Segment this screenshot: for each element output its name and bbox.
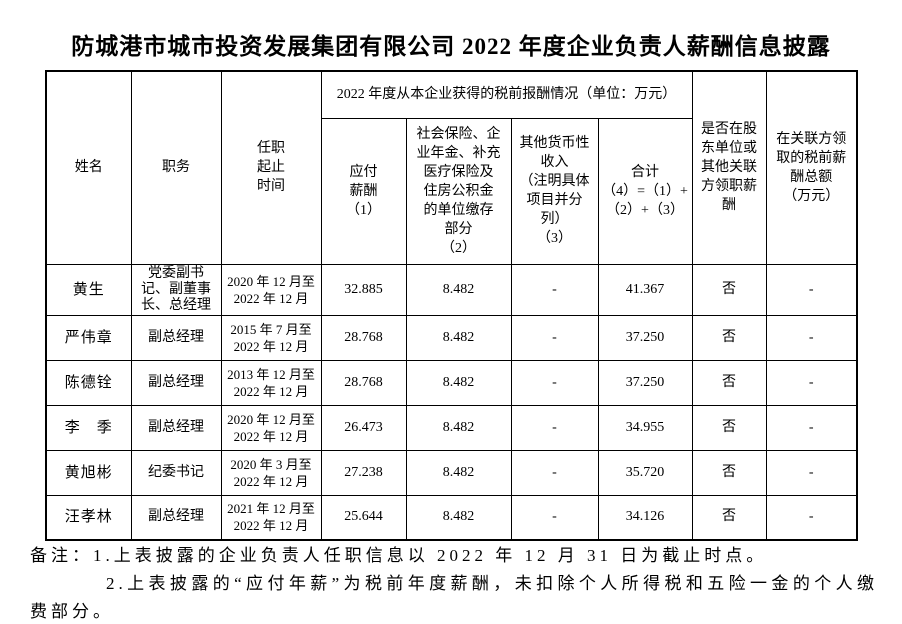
cell-name: 陈德铨 bbox=[45, 359, 132, 406]
cell-other-income: - bbox=[510, 494, 599, 541]
cell-payable: 26.473 bbox=[320, 404, 407, 451]
header-row-sub: 应付 薪酬 （1） 社会保险、企 业年金、补充 医疗保险及 住房公积金 的单位缴… bbox=[46, 117, 857, 265]
cell-term: 2015 年 7 月至 2022 年 12 月 bbox=[220, 314, 322, 361]
col-header-related-party-pay: 在关联方领 取的税前薪 酬总额 （万元） bbox=[765, 70, 858, 265]
cell-external-pay-flag: 否 bbox=[691, 314, 767, 361]
cell-other-income: - bbox=[510, 449, 599, 496]
cell-total: 37.250 bbox=[597, 359, 693, 406]
col-header-total: 合计 （4）=（1）+ （2）+（3） bbox=[597, 117, 693, 265]
cell-total: 35.720 bbox=[597, 449, 693, 496]
cell-insurance: 8.482 bbox=[405, 449, 512, 496]
cell-external-pay-flag: 否 bbox=[691, 449, 767, 496]
col-header-insurance: 社会保险、企 业年金、补充 医疗保险及 住房公积金 的单位缴存 部分 （2） bbox=[405, 117, 512, 265]
cell-external-pay-flag: 否 bbox=[691, 494, 767, 541]
col-header-term: 任职 起止 时间 bbox=[220, 70, 322, 265]
cell-term: 2020 年 12 月至 2022 年 12 月 bbox=[220, 404, 322, 451]
col-header-name: 姓名 bbox=[45, 70, 132, 265]
cell-term: 2013 年 12 月至 2022 年 12 月 bbox=[220, 359, 322, 406]
cell-external-pay-flag: 否 bbox=[691, 359, 767, 406]
cell-related-party-pay: - bbox=[765, 263, 858, 316]
cell-position: 纪委书记 bbox=[130, 449, 222, 496]
col-header-payable: 应付 薪酬 （1） bbox=[320, 117, 407, 265]
cell-total: 34.126 bbox=[597, 494, 693, 541]
cell-term: 2021 年 12 月至 2022 年 12 月 bbox=[220, 494, 322, 541]
table-row: 黄生 党委副书 记、副董事 长、总经理 2020 年 12 月至 2022 年 … bbox=[45, 263, 858, 316]
salary-table: 姓名 职务 任职 起止 时间 2022 年度从本企业获得的税前报酬情况（单位：万… bbox=[45, 70, 858, 541]
cell-position: 副总经理 bbox=[130, 359, 222, 406]
cell-other-income: - bbox=[510, 404, 599, 451]
cell-total: 41.367 bbox=[597, 263, 693, 316]
cell-related-party-pay: - bbox=[765, 404, 858, 451]
cell-payable: 28.768 bbox=[320, 314, 407, 361]
cell-insurance: 8.482 bbox=[405, 494, 512, 541]
cell-name: 严伟章 bbox=[45, 314, 132, 361]
table-row: 汪孝林 副总经理 2021 年 12 月至 2022 年 12 月 25.644… bbox=[45, 494, 858, 541]
cell-payable: 32.885 bbox=[320, 263, 407, 316]
cell-related-party-pay: - bbox=[765, 494, 858, 541]
cell-insurance: 8.482 bbox=[405, 359, 512, 406]
group-header-compensation: 2022 年度从本企业获得的税前报酬情况（单位：万元） bbox=[320, 70, 693, 119]
cell-payable: 27.238 bbox=[320, 449, 407, 496]
footnote-2: 2.上表披露的“应付年薪”为税前年度薪酬，未扣除个人所得税和五险一金的个人缴费部… bbox=[30, 574, 878, 621]
cell-payable: 28.768 bbox=[320, 359, 407, 406]
col-header-external-pay-flag: 是否在股 东单位或 其他关联 方领职薪 酬 bbox=[691, 70, 767, 265]
footnotes: 备注：1.上表披露的企业负责人任职信息以 2022 年 12 月 31 日为截止… bbox=[30, 542, 878, 624]
cell-position: 党委副书 记、副董事 长、总经理 bbox=[130, 263, 222, 316]
cell-related-party-pay: - bbox=[765, 359, 858, 406]
cell-name: 汪孝林 bbox=[45, 494, 132, 541]
cell-term: 2020 年 3 月至 2022 年 12 月 bbox=[220, 449, 322, 496]
cell-position: 副总经理 bbox=[130, 494, 222, 541]
cell-external-pay-flag: 否 bbox=[691, 404, 767, 451]
cell-name: 黄生 bbox=[45, 263, 132, 316]
header-row-group: 姓名 职务 任职 起止 时间 2022 年度从本企业获得的税前报酬情况（单位：万… bbox=[45, 70, 858, 265]
table-row: 黄旭彬 纪委书记 2020 年 3 月至 2022 年 12 月 27.238 … bbox=[45, 449, 858, 496]
cell-total: 34.955 bbox=[597, 404, 693, 451]
cell-other-income: - bbox=[510, 263, 599, 316]
col-header-position: 职务 bbox=[130, 70, 222, 265]
cell-term: 2020 年 12 月至 2022 年 12 月 bbox=[220, 263, 322, 316]
table-row: 严伟章 副总经理 2015 年 7 月至 2022 年 12 月 28.768 … bbox=[45, 314, 858, 361]
cell-external-pay-flag: 否 bbox=[691, 263, 767, 316]
cell-other-income: - bbox=[510, 359, 599, 406]
cell-payable: 25.644 bbox=[320, 494, 407, 541]
cell-related-party-pay: - bbox=[765, 314, 858, 361]
table-row: 李 季 副总经理 2020 年 12 月至 2022 年 12 月 26.473… bbox=[45, 404, 858, 451]
footnote-1: 备注：1.上表披露的企业负责人任职信息以 2022 年 12 月 31 日为截止… bbox=[30, 546, 768, 565]
page-title: 防城港市城市投资发展集团有限公司 2022 年度企业负责人薪酬信息披露 bbox=[71, 34, 831, 59]
cell-insurance: 8.482 bbox=[405, 263, 512, 316]
cell-position: 副总经理 bbox=[130, 314, 222, 361]
cell-insurance: 8.482 bbox=[405, 404, 512, 451]
cell-name: 李 季 bbox=[45, 404, 132, 451]
cell-total: 37.250 bbox=[597, 314, 693, 361]
cell-other-income: - bbox=[510, 314, 599, 361]
cell-name: 黄旭彬 bbox=[45, 449, 132, 496]
table-row: 陈德铨 副总经理 2013 年 12 月至 2022 年 12 月 28.768… bbox=[45, 359, 858, 406]
col-header-other-income: 其他货币性 收入 （注明具体 项目并分 列） （3） bbox=[510, 117, 599, 265]
cell-insurance: 8.482 bbox=[405, 314, 512, 361]
cell-related-party-pay: - bbox=[765, 449, 858, 496]
cell-position: 副总经理 bbox=[130, 404, 222, 451]
